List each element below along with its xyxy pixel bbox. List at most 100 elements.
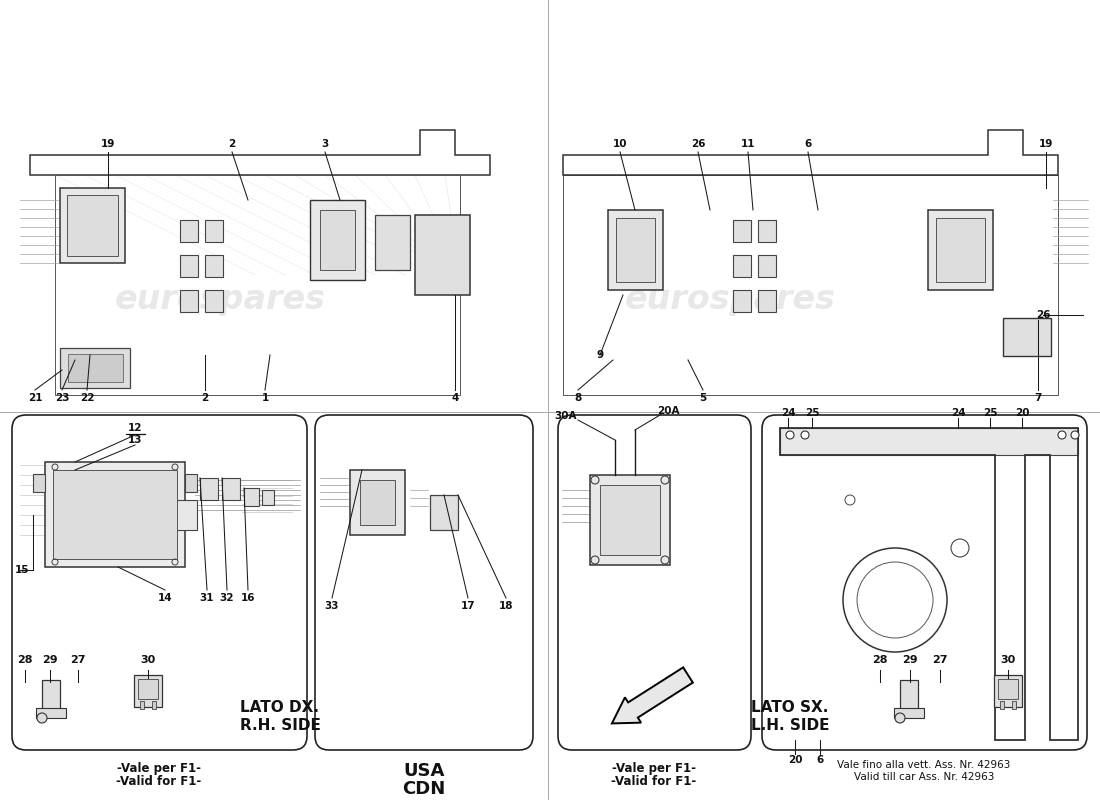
Bar xyxy=(175,500,197,530)
Circle shape xyxy=(843,548,947,652)
Text: 18: 18 xyxy=(498,601,514,611)
Circle shape xyxy=(801,431,808,439)
Text: 19: 19 xyxy=(1038,139,1053,149)
Text: CDN: CDN xyxy=(403,780,446,798)
FancyBboxPatch shape xyxy=(558,415,751,750)
Bar xyxy=(33,474,45,492)
Bar xyxy=(180,255,198,277)
Bar xyxy=(733,255,751,277)
Text: 27: 27 xyxy=(933,655,948,665)
Text: 22: 22 xyxy=(79,393,95,403)
FancyBboxPatch shape xyxy=(315,415,534,750)
Bar xyxy=(180,220,198,242)
Bar xyxy=(152,701,156,709)
Bar xyxy=(53,470,177,559)
Text: 6: 6 xyxy=(816,755,824,765)
Text: Valid till car Ass. Nr. 42963: Valid till car Ass. Nr. 42963 xyxy=(854,772,994,782)
Text: 2: 2 xyxy=(201,393,209,403)
Text: 25: 25 xyxy=(982,408,998,418)
Text: 28: 28 xyxy=(18,655,33,665)
Bar xyxy=(758,220,776,242)
Bar xyxy=(36,708,66,718)
Bar xyxy=(780,428,1078,455)
Circle shape xyxy=(952,539,969,557)
Text: LATO DX.: LATO DX. xyxy=(241,700,319,715)
Bar xyxy=(590,475,670,565)
Text: 30A: 30A xyxy=(554,411,578,421)
Text: R.H. SIDE: R.H. SIDE xyxy=(240,718,320,733)
Bar xyxy=(68,354,123,382)
Bar xyxy=(758,255,776,277)
Bar xyxy=(310,200,365,280)
Text: 20A: 20A xyxy=(657,406,680,416)
Bar xyxy=(320,210,355,270)
Circle shape xyxy=(1071,431,1079,439)
Text: 1: 1 xyxy=(262,393,268,403)
Circle shape xyxy=(1058,431,1066,439)
Text: -Vale per F1-: -Vale per F1- xyxy=(117,762,201,775)
Text: 5: 5 xyxy=(700,393,706,403)
Bar xyxy=(616,218,654,282)
Text: 2: 2 xyxy=(229,139,235,149)
Circle shape xyxy=(895,713,905,723)
Text: 26: 26 xyxy=(691,139,705,149)
Text: 10: 10 xyxy=(613,139,627,149)
Bar xyxy=(185,474,197,492)
Bar xyxy=(733,290,751,312)
Bar xyxy=(900,680,918,715)
Text: 32: 32 xyxy=(220,593,234,603)
Text: 7: 7 xyxy=(1034,393,1042,403)
Bar xyxy=(1003,318,1050,356)
Bar xyxy=(1000,701,1004,709)
Text: 16: 16 xyxy=(241,593,255,603)
Text: 24: 24 xyxy=(950,408,966,418)
Bar xyxy=(350,470,405,535)
Bar xyxy=(415,215,470,295)
Text: eurospares: eurospares xyxy=(625,283,836,317)
Text: 12: 12 xyxy=(128,423,142,433)
Bar xyxy=(60,188,125,263)
Text: L.H. SIDE: L.H. SIDE xyxy=(750,718,829,733)
Bar xyxy=(180,290,198,312)
Text: 6: 6 xyxy=(804,139,812,149)
Text: 33: 33 xyxy=(324,601,339,611)
Bar xyxy=(733,220,751,242)
Bar xyxy=(600,485,660,555)
Text: 11: 11 xyxy=(740,139,756,149)
Text: 14: 14 xyxy=(157,593,173,603)
Text: 20: 20 xyxy=(788,755,802,765)
Bar xyxy=(200,478,218,500)
Circle shape xyxy=(786,431,794,439)
FancyBboxPatch shape xyxy=(12,415,307,750)
Text: 26: 26 xyxy=(1036,310,1050,320)
Bar xyxy=(998,679,1018,699)
Bar xyxy=(1012,701,1016,709)
Bar xyxy=(205,290,223,312)
Text: 28: 28 xyxy=(872,655,888,665)
Bar xyxy=(994,675,1022,707)
Text: 4: 4 xyxy=(451,393,459,403)
Text: LATO SX.: LATO SX. xyxy=(751,700,828,715)
Bar xyxy=(758,290,776,312)
Text: 23: 23 xyxy=(55,393,69,403)
Bar xyxy=(42,680,60,715)
Text: 29: 29 xyxy=(902,655,917,665)
Text: 29: 29 xyxy=(42,655,58,665)
Circle shape xyxy=(845,495,855,505)
Text: 19: 19 xyxy=(101,139,116,149)
Bar xyxy=(205,255,223,277)
Text: 17: 17 xyxy=(461,601,475,611)
Text: 31: 31 xyxy=(200,593,214,603)
Bar xyxy=(205,220,223,242)
Bar xyxy=(936,218,985,282)
Text: 3: 3 xyxy=(321,139,329,149)
FancyBboxPatch shape xyxy=(762,415,1087,750)
Text: -Valid for F1-: -Valid for F1- xyxy=(612,775,696,788)
Bar xyxy=(608,210,663,290)
Text: 30: 30 xyxy=(1000,655,1015,665)
Bar xyxy=(244,488,258,506)
FancyArrow shape xyxy=(612,667,693,723)
Bar xyxy=(67,195,118,256)
Text: -Valid for F1-: -Valid for F1- xyxy=(117,775,201,788)
Bar xyxy=(222,478,240,500)
